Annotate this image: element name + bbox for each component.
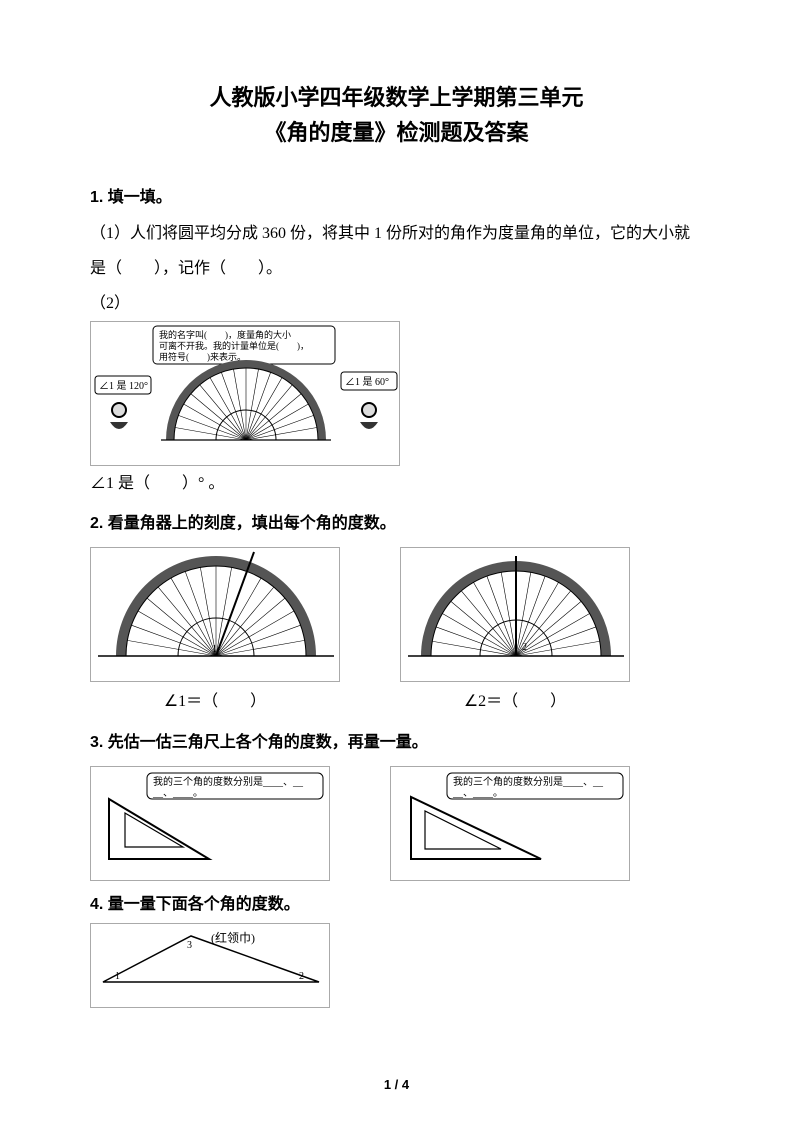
s2-heading: 2. 看量角器上的刻度，填出每个角的度数。 (90, 506, 703, 541)
kid-left-icon (110, 402, 128, 429)
s1-heading: 1. 填一填。 (90, 180, 703, 215)
svg-text:1: 1 (212, 644, 217, 655)
s2-cap-right: ∠2＝（ ） (400, 684, 630, 719)
title-line-2: 《角的度量》检测题及答案 (90, 115, 703, 150)
s1-followup: ∠1 是（ ）° 。 (90, 466, 703, 501)
left-tag: ∠1 是 120° (99, 380, 148, 392)
bubble-l3: 用符号( )来表示。 (159, 351, 246, 362)
svg-text:2: 2 (522, 642, 527, 653)
setsquare-30-icon: 我的三个角的度数分别是____、____、____。 (391, 767, 631, 867)
svg-text:3: 3 (187, 940, 192, 951)
protractor-2-icon: 2 (401, 548, 631, 668)
s4-figure: 1 2 3 (红领巾) (90, 923, 330, 1008)
protractor-icon (161, 360, 331, 440)
svg-text:1: 1 (115, 971, 120, 982)
bubble-l2: 可离不开我。我的计量单位是( )， (159, 340, 309, 351)
s3-figures: 我的三个角的度数分别是____、____、____。 我的三个角的度数分别是__… (90, 766, 703, 881)
title-line-1: 人教版小学四年级数学上学期第三单元 (90, 80, 703, 115)
red-scarf-icon: 1 2 3 (红领巾) (91, 924, 331, 994)
s3-heading: 3. 先估一估三角尺上各个角的度数，再量一量。 (90, 725, 703, 760)
bubble-l1: 我的名字叫( )，度量角的大小 (159, 329, 291, 340)
s2-cap-left: ∠1＝（ ） (90, 684, 340, 719)
s1-figure: 我的名字叫( )，度量角的大小 可离不开我。我的计量单位是( )， 用符号( )… (90, 321, 400, 466)
page-number: 1 / 4 (0, 1077, 793, 1092)
protractor-1-icon: 1 (91, 548, 341, 668)
s1-item1: （1）人们将圆平均分成 360 份，将其中 1 份所对的角作为度量角的单位，它的… (90, 216, 703, 286)
right-tag: ∠1 是 60° (345, 376, 389, 388)
setsquare-45-icon: 我的三个角的度数分别是____、____、____。 (91, 767, 331, 867)
svg-text:2: 2 (299, 971, 304, 982)
body: 1. 填一填。 （1）人们将圆平均分成 360 份，将其中 1 份所对的角作为度… (90, 180, 703, 1007)
s1-item2-label: （2） (90, 286, 703, 321)
kid-right-icon (360, 402, 378, 429)
scarf-label: (红领巾) (211, 930, 255, 945)
page: 人教版小学四年级数学上学期第三单元 《角的度量》检测题及答案 1. 填一填。 （… (0, 0, 793, 1122)
s2-figures: 1 ∠1＝（ ） (90, 547, 703, 719)
s4-heading: 4. 量一量下面各个角的度数。 (90, 887, 703, 922)
